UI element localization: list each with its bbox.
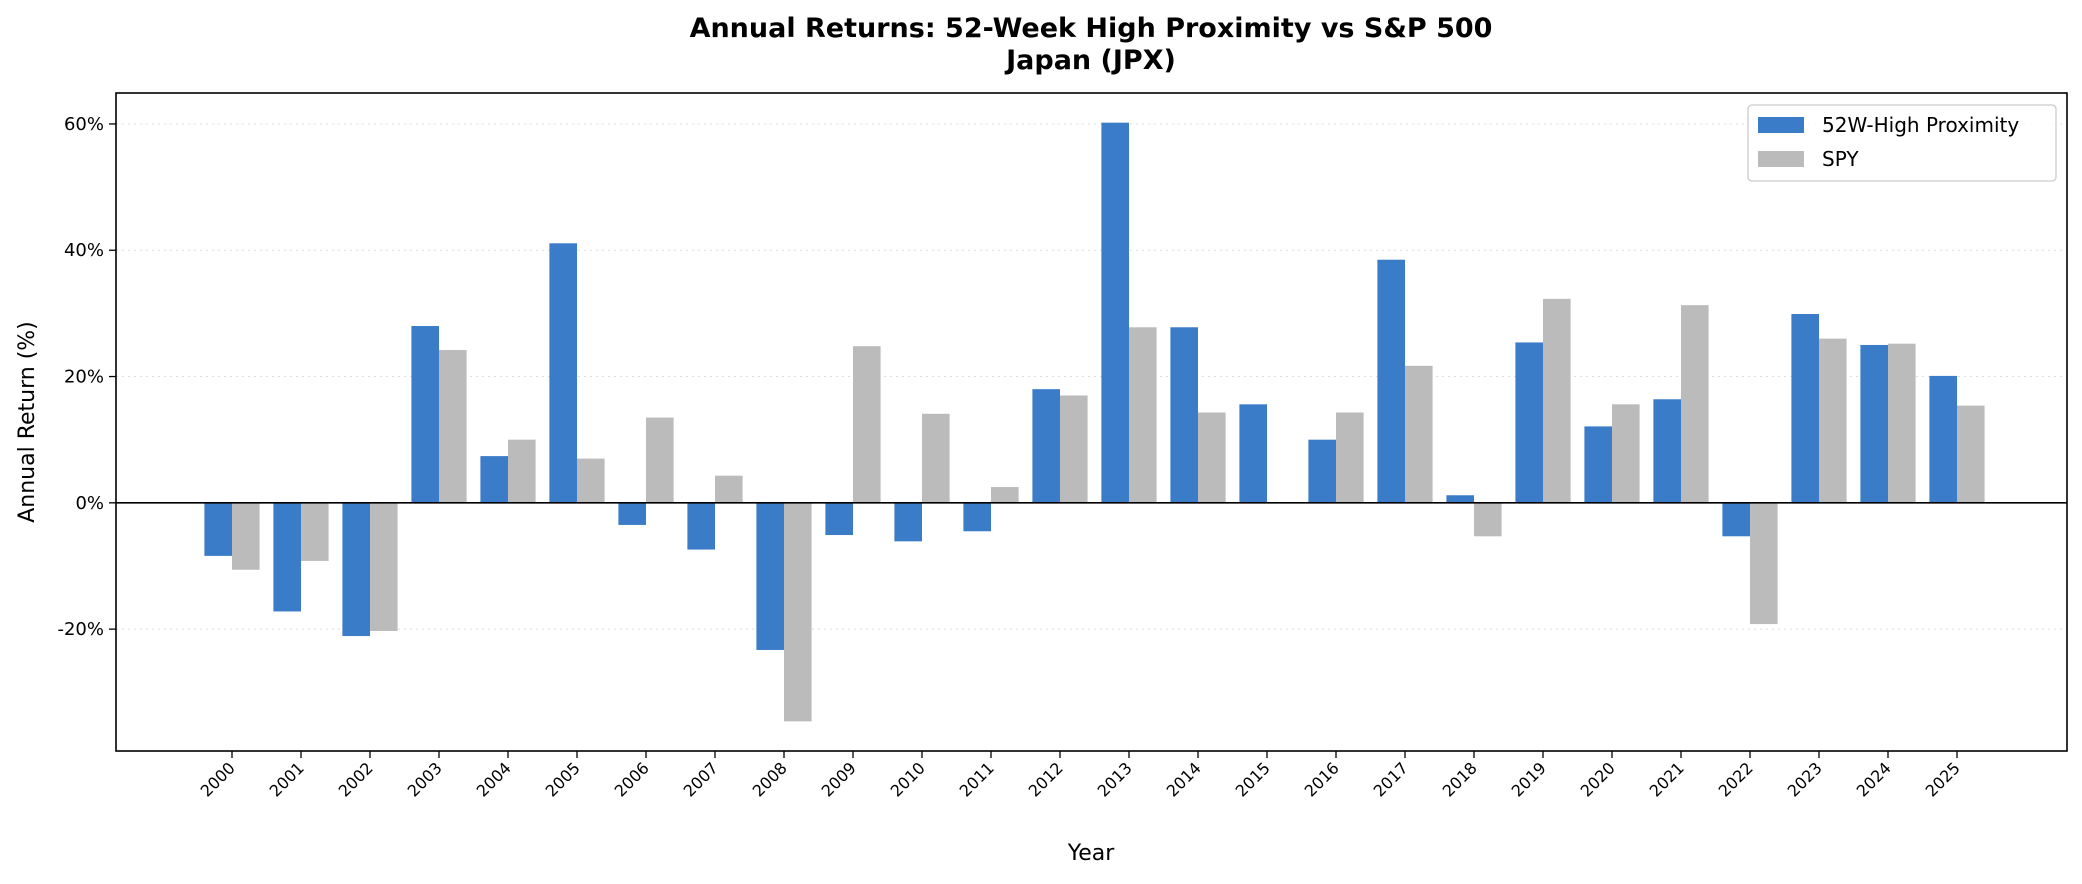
bar-proximity xyxy=(549,243,577,503)
x-tick-label: 2019 xyxy=(1508,758,1550,800)
y-axis-label: Annual Return (%) xyxy=(15,321,40,523)
bar-spy xyxy=(922,413,950,503)
bar-proximity xyxy=(1860,344,1888,503)
bar-spy xyxy=(1543,298,1571,503)
x-tick-label: 2014 xyxy=(1163,758,1205,800)
bars xyxy=(204,122,1985,722)
bar-spy xyxy=(439,350,467,503)
bar-proximity xyxy=(894,502,922,542)
y-tick-label: 20% xyxy=(64,367,104,388)
y-tick-label: 0% xyxy=(75,493,104,514)
x-tick-label: 2016 xyxy=(1301,758,1343,800)
x-tick-label: 2000 xyxy=(197,758,239,800)
bar-proximity xyxy=(480,456,508,503)
x-tick-label: 2022 xyxy=(1715,758,1757,800)
bar-proximity xyxy=(1929,375,1957,503)
bar-proximity xyxy=(756,502,784,650)
x-tick-label: 2010 xyxy=(887,758,929,800)
bar-spy xyxy=(1474,502,1502,537)
bar-proximity xyxy=(342,502,370,637)
bar-spy xyxy=(1819,338,1847,503)
bar-proximity xyxy=(1584,426,1612,503)
bar-spy xyxy=(370,502,398,632)
x-tick-label: 2002 xyxy=(335,758,377,800)
bar-proximity xyxy=(1239,404,1267,503)
y-tick-label: 40% xyxy=(64,240,104,261)
x-tick-label: 2013 xyxy=(1094,758,1136,800)
x-tick-label: 2001 xyxy=(266,758,308,800)
bar-proximity xyxy=(1032,389,1060,503)
bar-spy xyxy=(1612,404,1640,503)
bar-proximity xyxy=(1170,327,1198,503)
x-tick-label: 2025 xyxy=(1922,758,1964,800)
bar-spy xyxy=(1336,412,1364,503)
bar-proximity xyxy=(687,502,715,550)
bar-spy xyxy=(715,475,743,503)
bar-proximity xyxy=(1722,502,1750,537)
bar-proximity xyxy=(1791,314,1819,503)
x-tick-label: 2020 xyxy=(1577,758,1619,800)
bar-spy xyxy=(1681,305,1709,503)
bar-spy xyxy=(508,439,536,503)
legend-swatch-proximity xyxy=(1758,117,1804,133)
x-tick-label: 2011 xyxy=(956,758,998,800)
bar-spy xyxy=(991,487,1019,503)
x-tick-label: 2005 xyxy=(542,758,584,800)
plot-frame xyxy=(115,92,2068,752)
bar-proximity xyxy=(1377,259,1405,503)
bar-spy xyxy=(232,502,260,570)
legend-swatch-spy xyxy=(1758,151,1804,167)
bar-spy xyxy=(1750,502,1778,625)
x-tick-label: 2021 xyxy=(1646,758,1688,800)
bar-spy xyxy=(301,502,329,561)
x-tick-label: 2008 xyxy=(749,758,791,800)
bar-proximity xyxy=(411,326,439,503)
x-tick-label: 2024 xyxy=(1853,758,1895,800)
legend-frame xyxy=(1747,104,2057,182)
bar-proximity xyxy=(1515,342,1543,503)
bar-spy xyxy=(784,502,812,722)
y-axis-ticks: -20% 0% 20% 40% 60% xyxy=(57,114,116,640)
bar-proximity xyxy=(963,502,991,532)
legend-label-proximity: 52W-High Proximity xyxy=(1822,113,2019,137)
x-tick-label: 2012 xyxy=(1025,758,1067,800)
bar-proximity xyxy=(1446,495,1474,503)
bar-proximity xyxy=(204,502,232,556)
chart-subtitle: Japan (JPX) xyxy=(1004,45,1176,76)
y-tick-label: 60% xyxy=(64,114,104,135)
x-tick-label: 2003 xyxy=(404,758,446,800)
bar-proximity xyxy=(1308,439,1336,503)
x-tick-label: 2009 xyxy=(818,758,860,800)
x-tick-label: 2018 xyxy=(1439,758,1481,800)
bar-spy xyxy=(853,346,881,503)
bar-spy xyxy=(577,458,605,503)
legend: 52W-High Proximity SPY xyxy=(1747,104,2057,182)
bar-spy xyxy=(1888,343,1916,503)
legend-label-spy: SPY xyxy=(1822,147,1859,171)
x-tick-label: 2006 xyxy=(611,758,653,800)
bar-proximity xyxy=(1653,399,1681,503)
x-tick-label: 2004 xyxy=(473,758,515,800)
bar-proximity xyxy=(1101,122,1129,503)
bar-spy xyxy=(646,417,674,503)
bar-proximity xyxy=(618,502,646,525)
x-axis-label: Year xyxy=(1067,841,1116,866)
bar-proximity xyxy=(825,502,853,536)
x-tick-label: 2017 xyxy=(1370,758,1412,800)
x-axis-ticks: 2000 2001 2002 2003 2004 2005 2006 2007 2008 2009… xyxy=(197,751,1964,801)
bar-spy xyxy=(1957,405,1985,503)
chart-title: Annual Returns: 52-Week High Proximity v… xyxy=(690,13,1493,44)
x-tick-label: 2015 xyxy=(1232,758,1274,800)
bar-spy xyxy=(1129,327,1157,503)
y-tick-label: -20% xyxy=(57,619,104,640)
bar-proximity xyxy=(273,502,301,612)
bar-spy xyxy=(1405,365,1433,503)
bar-spy xyxy=(1198,412,1226,503)
x-tick-label: 2007 xyxy=(680,758,722,800)
bar-spy xyxy=(1060,395,1088,503)
x-tick-label: 2023 xyxy=(1784,758,1826,800)
